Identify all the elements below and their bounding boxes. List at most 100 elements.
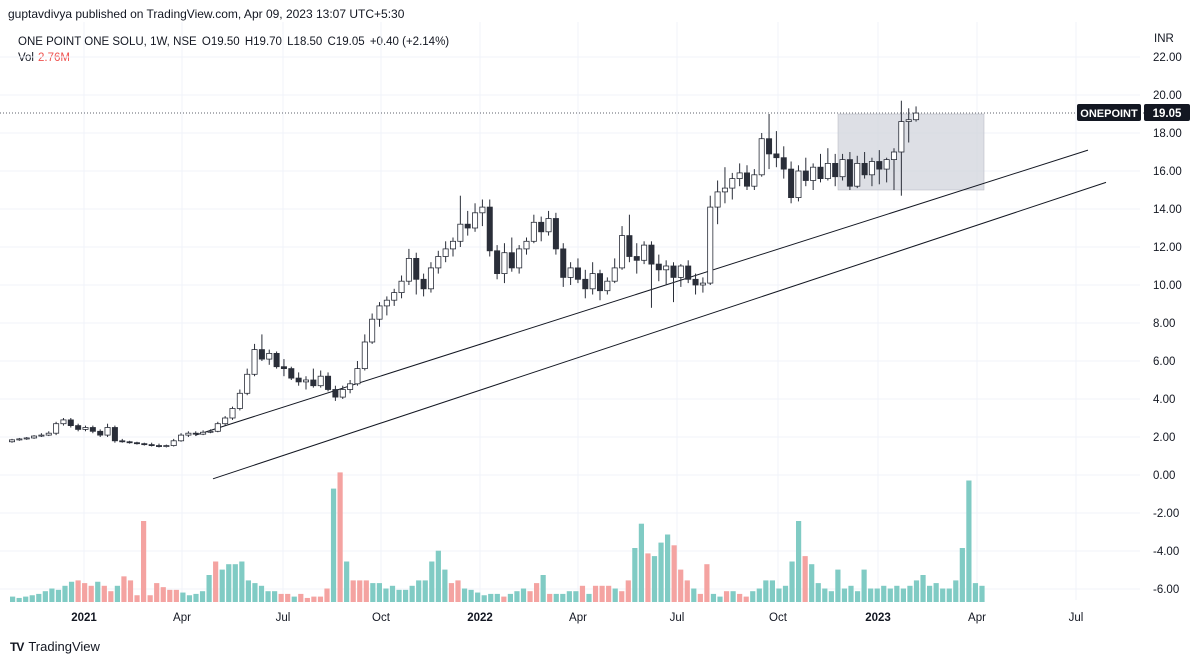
volume-bar bbox=[507, 593, 513, 602]
volume-bar bbox=[180, 592, 186, 602]
candle-body bbox=[119, 440, 126, 443]
volume-bar bbox=[435, 550, 441, 602]
volume-bar bbox=[809, 564, 815, 602]
consolidation-box bbox=[837, 113, 985, 191]
volume-bar bbox=[953, 580, 959, 602]
candle-body bbox=[420, 278, 427, 290]
volume-bar bbox=[638, 523, 644, 602]
volume-bar bbox=[763, 580, 769, 602]
price-tag-value: 19.05 bbox=[1153, 108, 1182, 120]
volume-bar bbox=[927, 585, 933, 602]
volume-bar bbox=[461, 588, 468, 602]
volume-bar bbox=[586, 593, 592, 602]
candle-body bbox=[626, 235, 633, 257]
candle-body bbox=[905, 119, 912, 122]
candle-body bbox=[398, 280, 405, 294]
candle-body bbox=[795, 170, 802, 199]
trendline-lower bbox=[212, 181, 1107, 480]
volume-bar bbox=[258, 585, 265, 602]
tradingview-logo-icon: TV bbox=[10, 639, 24, 654]
volume-bar bbox=[743, 596, 749, 602]
volume-bar bbox=[291, 596, 297, 602]
volume-label: Vol bbox=[18, 52, 34, 64]
candle-body bbox=[457, 223, 464, 242]
volume-bar bbox=[29, 595, 35, 602]
brand-label: TradingView bbox=[28, 639, 100, 654]
volume-bar bbox=[429, 561, 435, 602]
price-tag-name: ONEPOINT bbox=[1080, 108, 1138, 120]
volume-bar bbox=[10, 596, 16, 602]
volume-bar bbox=[481, 595, 487, 602]
candle-body bbox=[832, 162, 839, 178]
volume-bar bbox=[272, 591, 278, 602]
candle-body bbox=[788, 168, 795, 199]
volume-bar bbox=[796, 521, 802, 602]
volume-bar bbox=[298, 593, 304, 602]
candle-body bbox=[582, 278, 589, 290]
volume-bar bbox=[625, 580, 631, 602]
volume-bar bbox=[769, 580, 775, 602]
candle-body bbox=[913, 112, 920, 121]
volume-bar bbox=[409, 585, 415, 602]
candle-body bbox=[883, 159, 890, 170]
volume-bar bbox=[802, 556, 808, 602]
y-tick-label: 6.00 bbox=[1153, 356, 1175, 368]
candle-body bbox=[619, 235, 626, 269]
candle-body bbox=[567, 267, 574, 278]
candle-body bbox=[405, 257, 412, 282]
volume-bar bbox=[285, 593, 291, 602]
candle-body bbox=[75, 425, 82, 430]
candle-body bbox=[714, 191, 721, 208]
candle-body bbox=[846, 159, 853, 187]
volume-bar bbox=[468, 589, 474, 602]
candle-body bbox=[876, 161, 883, 170]
candle-body bbox=[442, 248, 449, 257]
volume-bar bbox=[671, 545, 677, 602]
candle-body bbox=[273, 352, 280, 368]
candle-body bbox=[369, 318, 376, 343]
candle-body bbox=[126, 441, 133, 444]
trendline-upper bbox=[195, 149, 1089, 436]
candle-body bbox=[141, 443, 148, 446]
candle-body bbox=[31, 435, 38, 439]
volume-bar bbox=[822, 588, 828, 602]
volume-bar bbox=[114, 585, 120, 602]
volume-bar bbox=[599, 585, 605, 602]
candle-body bbox=[663, 265, 670, 271]
candle-body bbox=[494, 250, 501, 275]
tradingview-brand[interactable]: TV TradingView bbox=[10, 639, 100, 654]
volume-bar bbox=[324, 588, 330, 602]
volume-bar bbox=[213, 561, 219, 602]
candle-body bbox=[280, 366, 287, 370]
candle-body bbox=[38, 434, 45, 437]
volume-bar bbox=[350, 580, 356, 602]
candle-body bbox=[464, 223, 471, 229]
volume-bar bbox=[514, 591, 520, 602]
candle-body bbox=[302, 379, 309, 383]
volume-bar bbox=[966, 480, 972, 602]
y-tick-label: 4.00 bbox=[1153, 394, 1175, 406]
candle-body bbox=[508, 252, 515, 269]
volume-bar bbox=[579, 585, 586, 602]
volume-bar bbox=[193, 593, 199, 602]
volume-bar bbox=[88, 585, 94, 602]
volume-bar bbox=[186, 595, 193, 602]
volume-value: 2.76M bbox=[38, 52, 70, 64]
volume-bar bbox=[887, 588, 893, 602]
volume-bar bbox=[874, 588, 880, 602]
x-tick-label: 2023 bbox=[865, 612, 891, 624]
candle-body bbox=[773, 153, 780, 159]
y-tick-label: 16.00 bbox=[1153, 166, 1182, 178]
candle-body bbox=[891, 151, 898, 160]
low-value: L18.50 bbox=[287, 36, 323, 48]
volume-bar bbox=[566, 591, 572, 602]
candle-body bbox=[200, 431, 207, 435]
volume-bar bbox=[134, 595, 140, 602]
volume-bar bbox=[717, 596, 723, 602]
volume-bar bbox=[121, 576, 127, 602]
volume-bar bbox=[678, 569, 684, 602]
candle-body bbox=[310, 379, 317, 387]
volume-bar bbox=[376, 583, 382, 602]
symbol-name[interactable]: ONE POINT ONE SOLU, 1W, NSE bbox=[18, 36, 197, 48]
